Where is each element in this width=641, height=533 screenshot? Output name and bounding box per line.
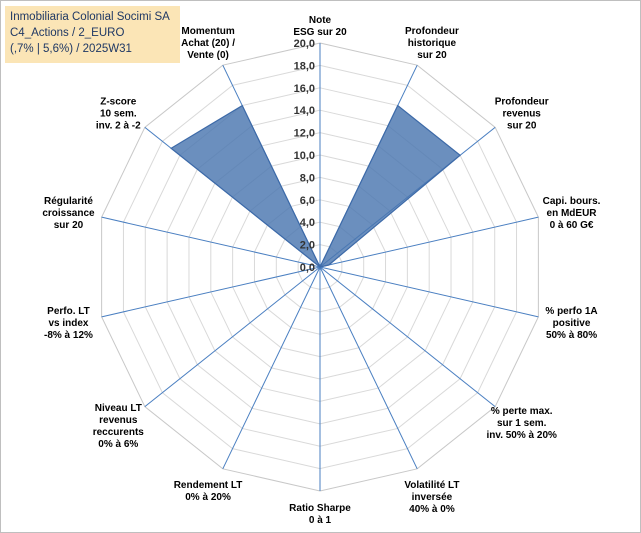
axis-labels: Note ESG sur 20 Profondeur historique sur 20… — [42, 15, 600, 526]
axis-spoke — [319, 216, 539, 268]
header-line-2: C4_Actions / 2_EURO — [10, 27, 125, 39]
axis-label-line: en MdEUR — [547, 208, 598, 219]
axis-label: Régularité croissance sur 20 — [42, 196, 95, 231]
axis-label-line: % perfo 1A — [545, 306, 597, 317]
axis-label-line: Régularité — [44, 196, 93, 207]
tick-label: 16,0 — [294, 83, 315, 95]
axis-label-line: 50% à 80% — [546, 330, 597, 341]
axis-label-line: revenus — [503, 108, 542, 119]
axis-label: Volatilité LT inversée 40% à 0% — [404, 480, 459, 515]
axis-label: % perfo 1A positive 50% à 80% — [545, 306, 597, 341]
axis-spoke — [222, 266, 321, 470]
axis-label: Note ESG sur 20 — [293, 15, 347, 38]
header-line-3: (,7% | 5,6%) / 2025W31 — [10, 43, 132, 55]
axis-spoke — [319, 266, 418, 470]
axis-label-line: croissance — [42, 208, 95, 219]
tick-label: 2,0 — [300, 240, 315, 252]
axis-label-line: -8% à 12% — [44, 330, 93, 341]
axis-label-line: % perte max. — [491, 406, 553, 417]
axis-label-line: ESG sur 20 — [293, 27, 347, 38]
axis-label-line: Momentum — [181, 26, 234, 37]
axis-label-line: 0 à 60 G€ — [550, 220, 594, 231]
tick-label: 0,0 — [300, 262, 315, 274]
header-line-1: Inmobiliaria Colonial Socimi SA — [10, 11, 170, 23]
axis-label-line: historique — [408, 38, 457, 49]
axis-label-line: inversée — [412, 492, 453, 503]
axis-label-line: Note — [309, 15, 332, 26]
tick-label: 12,0 — [294, 128, 315, 140]
axis-label-line: Capi. bours. — [543, 196, 601, 207]
axis-label-line: Vente (0) — [187, 50, 229, 61]
tick-label: 6,0 — [300, 195, 315, 207]
axis-label-line: Ratio Sharpe — [289, 503, 351, 514]
axis-spoke — [101, 216, 321, 268]
axis-label-line: sur 20 — [54, 220, 84, 231]
axis-label: Profondeur historique sur 20 — [405, 26, 459, 61]
axis-label-line: sur 1 sem. — [497, 418, 547, 429]
axis-label: Rendement LT 0% à 20% — [174, 480, 243, 503]
axis-label: Niveau LT revenus reccurents 0% à 6% — [93, 403, 145, 450]
axis-spoke — [101, 266, 321, 318]
axis-label-line: inv. 50% à 20% — [486, 430, 557, 441]
axis-label: Perfo. LT vs index -8% à 12% — [44, 306, 93, 341]
axis-label-line: 40% à 0% — [409, 504, 455, 515]
axis-label-line: Achat (20) / — [181, 38, 235, 49]
axis-label-line: Profondeur — [495, 96, 549, 107]
axis-label: Z-score 10 sem. inv. 2 à -2 — [96, 96, 141, 131]
axis-label: Ratio Sharpe 0 à 1 — [289, 503, 351, 526]
axis-label-line: Perfo. LT — [47, 306, 90, 317]
axis-spoke — [319, 266, 539, 318]
tick-label: 4,0 — [300, 217, 315, 229]
axis-label: Momentum Achat (20) / Vente (0) — [181, 26, 235, 61]
tick-label: 14,0 — [294, 105, 315, 117]
axis-label-line: Rendement LT — [174, 480, 243, 491]
axis-label-line: 0% à 6% — [98, 439, 138, 450]
chart-header-box: Inmobiliaria Colonial Socimi SA C4_Actio… — [5, 6, 180, 63]
axis-label-line: sur 20 — [507, 120, 537, 131]
tick-label: 18,0 — [294, 60, 315, 72]
axis-label-line: Volatilité LT — [404, 480, 459, 491]
axis-label-line: 0% à 20% — [185, 492, 231, 503]
axis-label-line: Niveau LT — [95, 403, 142, 414]
axis-label-line: 0 à 1 — [309, 515, 332, 526]
axis-label-line: reccurents — [93, 427, 145, 438]
axis-label-line: revenus — [99, 415, 138, 426]
axis-label-line: sur 20 — [417, 50, 447, 61]
tick-label: 10,0 — [294, 150, 315, 162]
axis-label: Capi. bours. en MdEUR 0 à 60 G€ — [543, 196, 601, 231]
tick-label: 8,0 — [300, 172, 315, 184]
axis-spoke — [319, 266, 496, 408]
axis-spoke — [144, 266, 321, 408]
axis-label: % perte max. sur 1 sem. inv. 50% à 20% — [486, 406, 557, 441]
data-area — [170, 104, 462, 269]
axis-label-line: 10 sem. — [100, 108, 137, 119]
axis-label-line: Profondeur — [405, 26, 459, 37]
axis-label-line: Z-score — [100, 96, 137, 107]
tick-labels: 0,0 2,0 4,0 6,0 8,0 10,0 12,0 14,0 16,0 18,0 20,0 — [294, 38, 315, 274]
axis-label-line: inv. 2 à -2 — [96, 120, 141, 131]
tick-label: 20,0 — [294, 38, 315, 50]
axis-label: Profondeur revenus sur 20 — [495, 96, 549, 131]
axis-label-line: positive — [553, 318, 591, 329]
axis-label-line: vs index — [48, 318, 88, 329]
